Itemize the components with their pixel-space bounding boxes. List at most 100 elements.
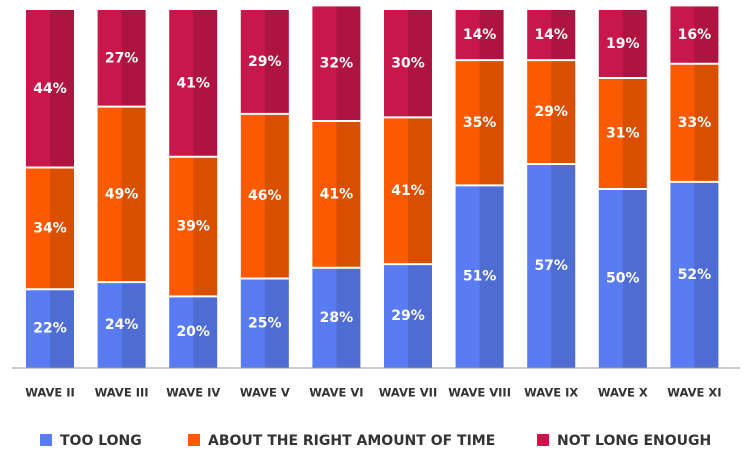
bar-segment [598,10,647,79]
bar-shade [622,189,647,368]
value-label: 29% [248,54,282,70]
legend-swatch [40,434,52,446]
value-label: 41% [391,183,425,199]
legend-label: TOO LONG [60,433,142,449]
bar-shade [121,10,146,107]
bar-segment [384,264,432,368]
bar-segment [455,185,504,368]
bar-shade [50,289,74,368]
value-label: 19% [606,36,640,52]
bar-segment [527,163,576,368]
value-label: 34% [33,220,67,236]
bar-segment [26,167,74,290]
bar-shade [121,106,146,283]
bar-shade [264,113,289,279]
bar-segment [26,10,74,168]
bar-segment [598,78,647,189]
value-label: 30% [391,56,425,72]
bar-segment [97,282,146,368]
bar-segment [312,6,361,121]
value-label: 33% [678,115,712,131]
bar-shade [336,6,361,121]
bar-segment [97,106,146,283]
bar-shade [264,10,289,114]
bar-segment [240,278,289,368]
x-tick-label: WAVE V [240,386,290,400]
value-label: 51% [463,269,497,285]
bar-shade [479,10,504,61]
bar-shade [408,117,432,265]
bar-segment [384,10,432,118]
bar-shade [551,10,576,61]
bar-shade [193,156,218,297]
value-label: 52% [678,267,712,283]
legend-label: NOT LONG ENOUGH [557,433,711,449]
bar-shade [551,60,576,164]
value-label: 29% [391,308,425,324]
bar-shade [694,6,719,64]
bar-segment [312,120,361,268]
bar-shade [622,78,647,189]
bar-segment [670,6,719,64]
value-label: 31% [606,126,640,142]
value-label: 49% [105,186,139,202]
x-tick-label: WAVE VII [379,386,438,400]
value-label: 50% [606,271,640,287]
x-tick-label: WAVE VIII [448,386,511,400]
value-label: 14% [463,27,497,43]
value-label: 29% [534,104,568,120]
value-label: 20% [176,324,210,340]
bar-shade [551,163,576,368]
bar-segment [384,117,432,265]
bar-shade [193,10,218,157]
value-label: 25% [248,315,282,331]
bar-shade [193,296,218,368]
value-label: 46% [248,188,282,204]
x-tick-label: WAVE IV [166,386,220,400]
bar-shade [121,282,146,368]
value-label: 32% [320,56,354,72]
value-label: 35% [463,115,497,131]
bar-segment [527,60,576,164]
bar-segment [169,10,218,157]
value-label: 41% [176,75,210,91]
x-tick-label: WAVE VI [309,386,363,400]
bar-shade [50,10,74,168]
bar-shade [408,264,432,368]
bar-shade [694,181,719,368]
legend-label: ABOUT THE RIGHT AMOUNT OF TIME [208,433,495,449]
bar-shade [336,267,361,368]
bar-segment [598,189,647,368]
bar-segment [97,10,146,107]
bar-segment [240,10,289,114]
bar-shade [50,167,74,290]
legend-swatch [537,434,549,446]
value-label: 57% [534,258,568,274]
value-label: 27% [105,50,139,66]
bar-segment [455,10,504,61]
value-label: 28% [320,310,354,326]
bar-segment [240,113,289,279]
value-label: 22% [33,321,67,337]
legend-swatch [188,434,200,446]
bar-segment [670,63,719,182]
x-tick-label: WAVE II [25,386,75,400]
bar-shade [336,120,361,268]
bar-shade [408,10,432,118]
value-label: 14% [534,27,568,43]
bar-shade [479,60,504,186]
bar-shade [694,63,719,182]
bar-segment [312,267,361,368]
value-label: 16% [678,27,712,43]
value-label: 39% [176,219,210,235]
value-label: 24% [105,317,139,333]
bar-segment [169,156,218,297]
bar-segment [26,289,74,368]
x-tick-label: WAVE X [598,386,648,400]
bar-segment [455,60,504,186]
value-label: 41% [320,186,354,202]
bar-shade [479,185,504,368]
value-label: 44% [33,81,67,97]
x-tick-label: WAVE IX [524,386,578,400]
